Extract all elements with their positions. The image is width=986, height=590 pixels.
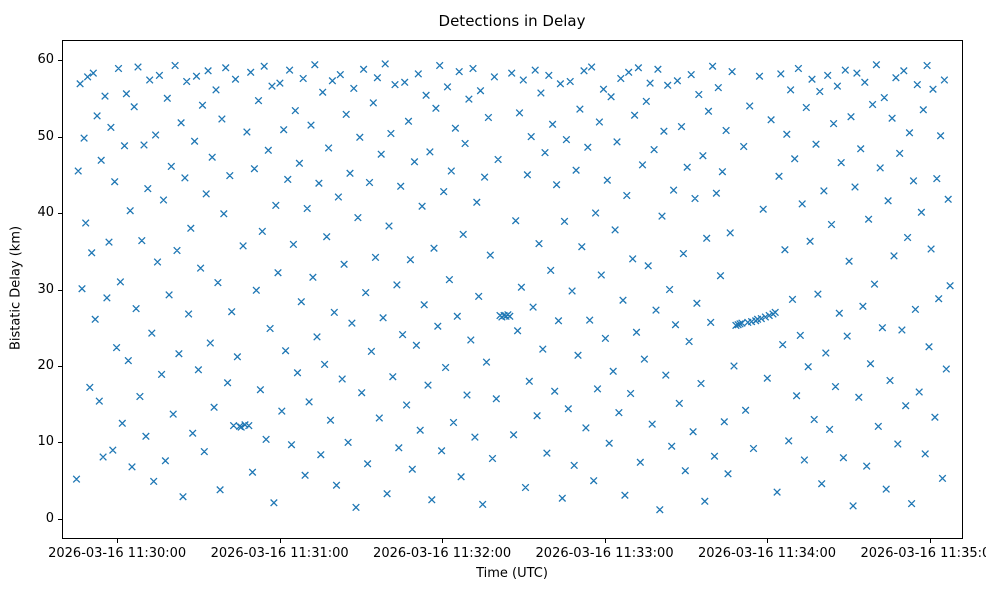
x-tick-label: 2026-03-16 11:31:00 xyxy=(210,546,349,561)
y-tick-mark xyxy=(58,136,62,138)
y-tick-mark xyxy=(58,442,62,444)
scatter-canvas xyxy=(72,60,954,514)
x-tick-mark xyxy=(117,539,119,543)
x-tick-label: 2026-03-16 11:33:00 xyxy=(535,546,674,561)
chart-title: Detections in Delay xyxy=(438,12,586,30)
y-tick-mark xyxy=(58,60,62,62)
y-tick-label: 50 xyxy=(37,128,54,144)
scatter-points xyxy=(72,60,954,514)
y-tick-mark xyxy=(58,289,62,291)
y-tick-mark xyxy=(58,365,62,367)
x-tick-mark xyxy=(279,539,281,543)
x-tick-mark xyxy=(604,539,606,543)
y-tick-label: 60 xyxy=(37,52,54,68)
y-tick-label: 10 xyxy=(37,434,54,450)
x-tick-label: 2026-03-16 11:32:00 xyxy=(373,546,512,561)
plot-area xyxy=(62,40,963,539)
x-axis-label: Time (UTC) xyxy=(476,566,548,581)
x-tick-label: 2026-03-16 11:34:00 xyxy=(697,546,837,561)
y-tick-mark xyxy=(58,213,62,215)
y-tick-mark xyxy=(58,518,62,520)
x-tick-mark xyxy=(442,539,444,543)
y-tick-label: 0 xyxy=(45,510,54,526)
x-tick-label: 2026-03-16 11:35:00 xyxy=(860,546,986,561)
y-tick-label: 30 xyxy=(37,281,54,297)
y-tick-label: 40 xyxy=(37,205,54,221)
x-tick-label: 2026-03-16 11:30:00 xyxy=(48,546,187,561)
x-tick-mark xyxy=(929,539,931,543)
y-tick-label: 20 xyxy=(37,357,54,373)
x-tick-mark xyxy=(767,539,769,543)
